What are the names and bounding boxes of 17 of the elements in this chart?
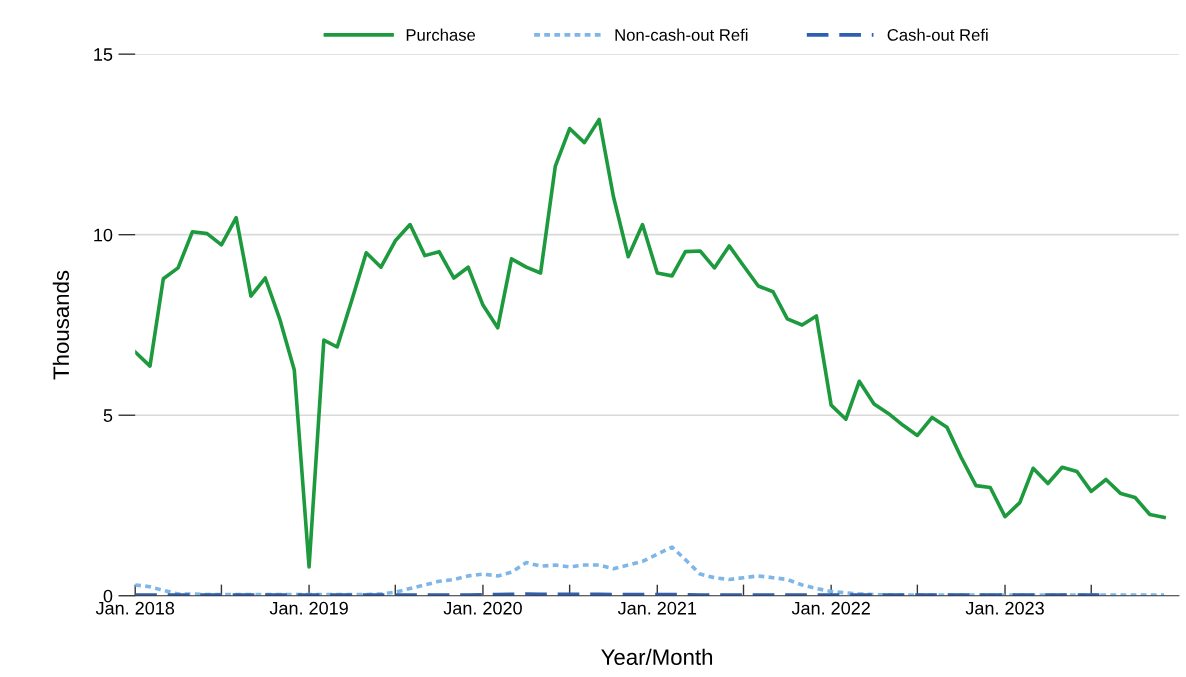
y-axis-title: Thousands [52, 270, 70, 380]
y-tick-label: 15 [94, 48, 113, 61]
x-tick-label: Jan. 2019 [269, 601, 348, 615]
y-tick-label: 10 [94, 228, 113, 242]
x-tick-label: Jan. 2018 [95, 601, 175, 615]
x-tick-label: Jan. 2020 [443, 601, 522, 615]
x-tick-label: Jan. 2022 [791, 601, 870, 615]
x-tick-label: Jan. 2021 [617, 601, 697, 615]
line-series [135, 545, 1166, 596]
legend-label: Cash-out Refi [887, 28, 988, 41]
y-tick-label: 5 [103, 409, 113, 422]
x-axis-title: Year/Month [601, 648, 713, 666]
y-tick-label: 0 [103, 589, 113, 603]
legend-label: Purchase [406, 28, 476, 41]
x-tick-label: Jan. 2023 [965, 601, 1044, 615]
line-series [135, 117, 1166, 569]
legend-label: Non-cash-out Refi [615, 28, 748, 41]
